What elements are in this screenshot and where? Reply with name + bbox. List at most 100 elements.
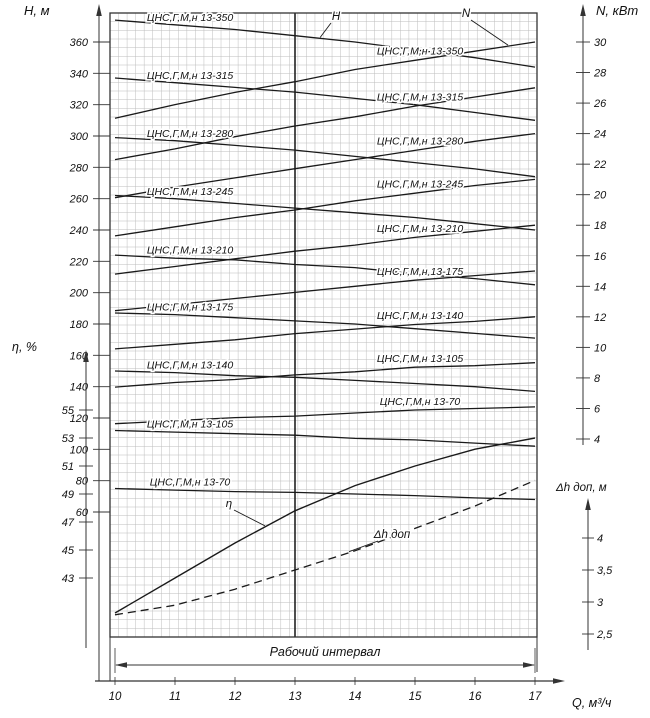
h-tick-label: 300 xyxy=(70,131,89,143)
power-family-marker: N xyxy=(462,8,471,20)
q-tick-label: 12 xyxy=(229,691,242,703)
axes: Н, м360340320300280260240220200180160140… xyxy=(12,3,638,710)
power-curve xyxy=(114,316,536,350)
eta-tick-label: 51 xyxy=(62,461,74,473)
q-tick-label: 11 xyxy=(169,691,181,703)
efficiency-curve xyxy=(114,437,536,614)
n-tick-label: 20 xyxy=(593,190,607,202)
h-tick-label: 280 xyxy=(69,162,89,174)
h-tick-label: 80 xyxy=(76,476,89,488)
q-axis-arrow xyxy=(553,678,565,684)
q-tick-label: 15 xyxy=(409,691,422,703)
head-curve xyxy=(114,429,536,447)
head-curve-label: ЦНС,Г,М,н 13-315 xyxy=(147,70,234,82)
power-curve xyxy=(114,41,536,119)
plot-border xyxy=(109,12,538,638)
eta-tick-label: 45 xyxy=(62,545,75,557)
power-curve xyxy=(114,87,536,161)
efficiency-marker: η xyxy=(226,498,232,510)
power-curve-label: ЦНС,Г,М,н 13-350 xyxy=(377,46,464,58)
working-interval: Рабочий интервал xyxy=(109,637,538,681)
head-family-marker: Н xyxy=(332,11,341,23)
family-markers: Н Nη Δh доп xyxy=(224,7,509,553)
n-axis-arrow xyxy=(580,4,586,16)
q-tick-label: 17 xyxy=(529,691,542,703)
head-curve xyxy=(114,312,536,339)
curve-labels: ЦНС,Г,М,н 13-350 ЦНС,Г,М,н 13-350 ЦНС,Г,М,… xyxy=(145,10,465,490)
head-curve-label: ЦНС,Г,М,н 13-210 xyxy=(147,245,234,257)
h-tick-label: 340 xyxy=(70,68,89,80)
head-curve xyxy=(114,77,536,121)
q-tick-label: 10 xyxy=(109,691,122,703)
n-tick-label: 14 xyxy=(594,281,606,293)
power-curves xyxy=(114,41,536,425)
head-curve xyxy=(114,487,536,501)
npsh-axis-arrow xyxy=(585,498,591,510)
n-tick-label: 26 xyxy=(593,98,607,110)
power-curve-label: ЦНС,Г,М,н 13-175 xyxy=(377,266,464,278)
power-curve-label: ЦНС,Г,М,н 13-210 xyxy=(377,223,464,235)
q-tick-label: 16 xyxy=(469,691,482,703)
head-curve xyxy=(114,370,536,393)
power-curve xyxy=(114,132,536,199)
h-tick-label: 240 xyxy=(69,225,89,237)
head-curve xyxy=(114,254,536,286)
eta-axis-arrow xyxy=(83,350,89,362)
power-curve-label: ЦНС,Г,М,н 13-70 xyxy=(380,396,461,408)
working-interval-label: Рабочий интервал xyxy=(270,645,381,659)
eta-tick-label: 53 xyxy=(62,433,75,445)
power-curve xyxy=(114,178,536,237)
power-curve xyxy=(114,362,536,388)
h-axis-title: Н, м xyxy=(24,3,50,18)
head-curve xyxy=(114,136,536,178)
power-curve xyxy=(114,270,536,312)
npsh-tick-label: 3 xyxy=(597,597,604,609)
h-axis-arrow xyxy=(96,4,102,16)
npsh-curve xyxy=(114,479,536,616)
n-axis-title: N, кВт xyxy=(596,3,638,18)
power-curve-label: ЦНС,Г,М,н 13-105 xyxy=(377,353,464,365)
h-tick-label: 140 xyxy=(70,382,89,394)
q-tick-label: 14 xyxy=(349,691,362,703)
h-tick-label: 120 xyxy=(70,413,89,425)
head-curve-label: ЦНС,Г,М,н 13-280 xyxy=(147,128,234,140)
q-axis-title: Q, м³/ч xyxy=(572,696,612,710)
power-curve-label: ЦНС,Г,М,н 13-140 xyxy=(377,310,464,322)
head-curve-label: ЦНС,Г,М,н 13-140 xyxy=(147,359,234,371)
npsh-tick-label: 2,5 xyxy=(596,629,613,641)
h-tick-label: 320 xyxy=(70,100,89,112)
h-tick-label: 100 xyxy=(70,444,89,456)
power-curve xyxy=(114,406,536,425)
n-tick-label: 10 xyxy=(594,342,607,354)
power-curve-label: ЦНС,Г,М,н 13-315 xyxy=(377,91,464,103)
head-curve-label: ЦНС,Г,М,н 13-350 xyxy=(147,12,234,24)
n-tick-label: 12 xyxy=(594,312,606,324)
interval-arrow-left xyxy=(115,662,127,668)
h-tick-label: 60 xyxy=(76,507,89,519)
n-tick-label: 6 xyxy=(594,403,601,415)
interval-arrow-right xyxy=(523,662,535,668)
eta-tick-label: 49 xyxy=(62,489,74,501)
eta-axis-title: η, % xyxy=(12,340,37,354)
h-tick-label: 260 xyxy=(69,194,89,206)
n-tick-label: 16 xyxy=(594,251,607,263)
q-tick-label: 13 xyxy=(289,691,302,703)
head-curve-label: ЦНС,Г,М,н 13-105 xyxy=(147,418,234,430)
eta-tick-label: 55 xyxy=(62,405,75,417)
n-tick-label: 24 xyxy=(593,129,606,141)
npsh-tick-label: 4 xyxy=(597,533,603,545)
head-curve-label: ЦНС,Г,М,н 13-245 xyxy=(147,186,234,198)
grid xyxy=(109,12,538,638)
h-tick-label: 180 xyxy=(70,319,89,331)
n-tick-label: 8 xyxy=(594,373,601,385)
h-tick-label: 360 xyxy=(70,37,89,49)
n-tick-label: 28 xyxy=(593,68,607,80)
n-tick-label: 22 xyxy=(593,159,606,171)
eta-tick-label: 47 xyxy=(62,517,75,529)
head-curve xyxy=(114,19,536,68)
h-tick-label: 220 xyxy=(69,256,89,268)
eta-tick-label: 43 xyxy=(62,573,75,585)
npsh-axis-title: Δh доп, м xyxy=(555,482,607,494)
